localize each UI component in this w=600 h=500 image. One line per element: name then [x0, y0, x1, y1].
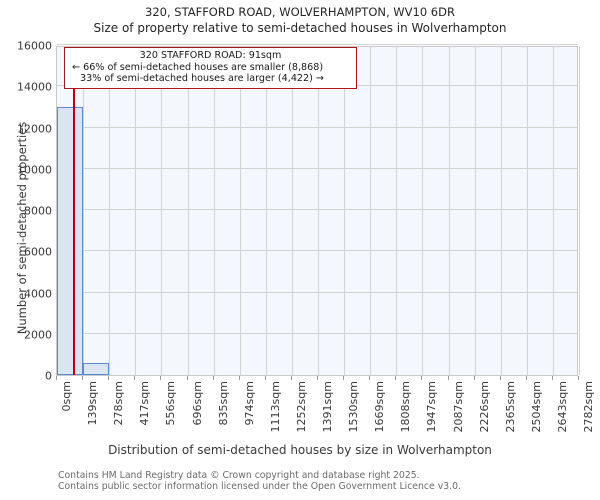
- x-axis: 0sqm 139sqm 278sqm 417sqm 556sqm 696sqm 835sqm…: [56, 376, 595, 437]
- x-tick-mark: [82, 376, 84, 380]
- x-tick-label: 556sqm: [164, 381, 178, 426]
- x-tick-label: 417sqm: [138, 381, 152, 426]
- y-tick-label: 8000: [24, 204, 52, 218]
- x-tick-mark: [421, 376, 423, 380]
- x-tick-label: 139sqm: [86, 381, 100, 426]
- property-marker-line: [73, 47, 76, 375]
- x-tick-label: 2504sqm: [529, 381, 543, 433]
- bar-series: [57, 47, 577, 375]
- x-tick-mark: [551, 376, 553, 380]
- page-subtitle: Size of property relative to semi-detach…: [93, 21, 507, 35]
- gridline-vertical: [579, 47, 580, 375]
- x-tick-label: 1113sqm: [268, 381, 282, 433]
- bar: [83, 362, 110, 375]
- x-tick-mark: [473, 376, 475, 380]
- property-callout: 320 STAFFORD ROAD: 91sqm ← 66% of semi-d…: [64, 47, 357, 89]
- x-tick-label: 696sqm: [190, 381, 204, 426]
- x-tick-mark: [525, 376, 527, 380]
- footer-line-2: Contains public sector information licen…: [58, 481, 461, 492]
- x-tick-mark: [447, 376, 449, 380]
- x-tick-mark: [108, 376, 110, 380]
- x-tick-label: 2087sqm: [451, 381, 465, 433]
- callout-larger-stat: 33% of semi-detached houses are larger (…: [80, 73, 324, 85]
- chart-title-block: 320, STAFFORD ROAD, WOLVERHAMPTON, WV10 …: [0, 4, 600, 37]
- x-tick-mark: [343, 376, 345, 380]
- y-tick-label: 16000: [17, 39, 52, 53]
- y-tick-label: 12000: [17, 122, 52, 135]
- y-tick-label: 10000: [17, 163, 52, 177]
- x-tick-label: 974sqm: [242, 381, 256, 426]
- x-tick-mark: [369, 376, 371, 380]
- x-tick-mark: [317, 376, 318, 380]
- x-tick-label: 1530sqm: [347, 381, 361, 433]
- page-title: 320, STAFFORD ROAD, WOLVERHAMPTON, WV10 …: [145, 5, 455, 19]
- bar: [57, 106, 84, 375]
- x-tick-mark: [499, 376, 501, 380]
- x-tick-mark: [212, 376, 214, 380]
- x-tick-label: 278sqm: [112, 381, 126, 426]
- y-tick-label: 14000: [17, 80, 52, 94]
- callout-smaller-stat: ← 66% of semi-detached houses are smalle…: [72, 61, 324, 73]
- x-tick-label: 1669sqm: [373, 381, 387, 433]
- x-tick-mark: [290, 376, 292, 380]
- x-tick-label: 1808sqm: [399, 381, 413, 433]
- x-tick-label: 2226sqm: [477, 381, 491, 433]
- y-tick-label: 4000: [24, 287, 52, 300]
- plot-area: [56, 44, 580, 376]
- x-axis-title: Distribution of semi-detached houses by …: [108, 443, 492, 457]
- x-tick-mark: [56, 376, 57, 380]
- y-tick-label: 2000: [24, 328, 52, 342]
- x-tick-label: 1252sqm: [294, 381, 308, 433]
- x-tick-label: 2782sqm: [582, 381, 595, 433]
- x-tick-mark: [578, 376, 579, 380]
- x-tick-mark: [134, 376, 136, 380]
- x-tick-label: 1947sqm: [425, 381, 439, 433]
- x-tick-mark: [160, 376, 162, 380]
- y-axis: Number of semi-detached properties 0 2000…: [0, 40, 52, 383]
- y-tick-label: 0: [45, 369, 52, 383]
- x-tick-mark: [238, 376, 240, 380]
- x-tick-label: 0sqm: [60, 381, 73, 412]
- x-tick-label: 1391sqm: [321, 381, 334, 433]
- callout-property-size: 320 STAFFORD ROAD: 91sqm: [139, 50, 282, 61]
- footer-line-1: Contains HM Land Registry data © Crown c…: [58, 470, 420, 481]
- x-tick-mark: [186, 376, 188, 380]
- x-tick-label: 2643sqm: [555, 381, 569, 433]
- y-tick-label: 6000: [24, 245, 52, 259]
- x-tick-label: 2365sqm: [503, 381, 517, 433]
- gridline-horizontal: [57, 44, 577, 45]
- x-tick-mark: [395, 376, 397, 380]
- footer-attribution: Contains HM Land Registry data © Crown c…: [58, 470, 578, 492]
- x-tick-mark: [264, 376, 266, 380]
- x-tick-label: 835sqm: [216, 381, 230, 426]
